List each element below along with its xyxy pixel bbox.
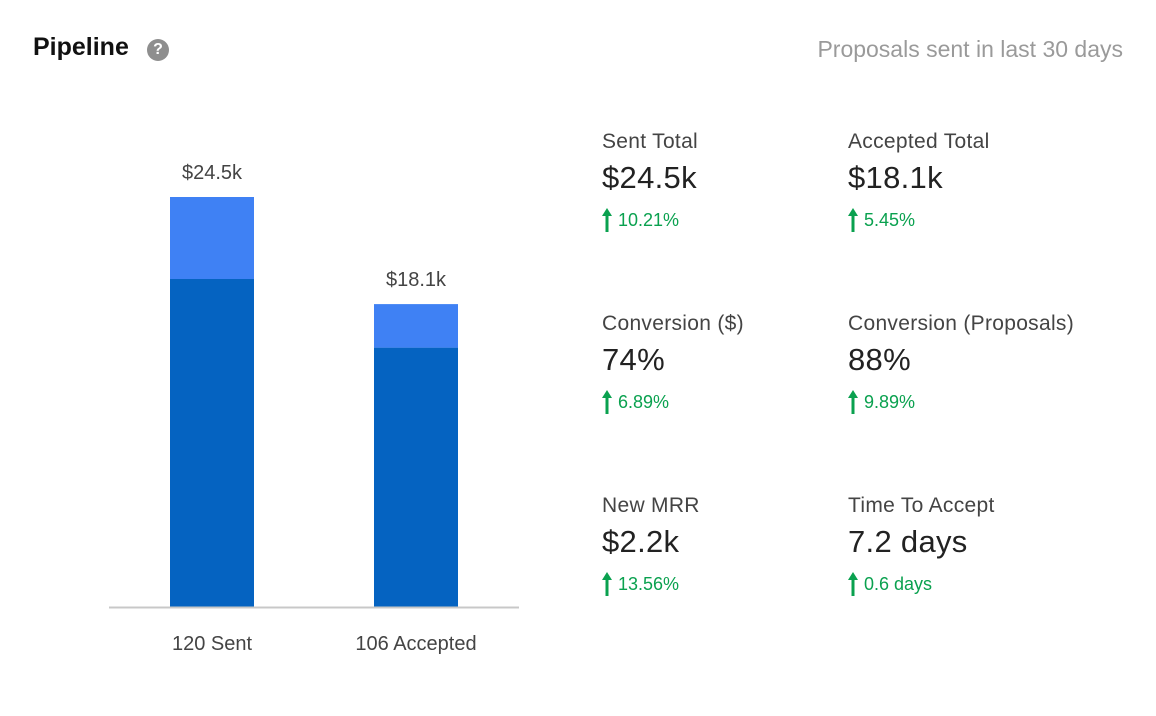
metric-card: Conversion (Proposals) 88% 9.89% (848, 312, 1074, 414)
bar-value-label: $18.1k (386, 269, 447, 291)
question-circle-icon[interactable]: ? (147, 39, 169, 61)
metric-card: Conversion ($) 74% 6.89% (602, 312, 744, 414)
metric-label: Time To Accept (848, 494, 995, 517)
metric-value: $2.2k (602, 524, 680, 559)
metric-label: New MRR (602, 494, 700, 517)
metric-delta-value: 0.6 days (864, 573, 933, 594)
date-range-caption: Proposals sent in last 30 days (817, 36, 1123, 62)
metric-delta-value: 13.56% (618, 573, 680, 594)
metric-card: New MRR $2.2k 13.56% (602, 494, 700, 596)
metric-delta-value: 9.89% (864, 391, 916, 412)
metric-value: 74% (602, 342, 665, 377)
metric-label: Conversion (Proposals) (848, 312, 1075, 335)
arrow-up-icon (848, 390, 858, 414)
page-title: Pipeline (33, 33, 129, 61)
metric-card: Sent Total $24.5k 10.21% (602, 130, 698, 232)
metric-label: Accepted Total (848, 130, 990, 153)
arrow-up-icon (602, 572, 612, 596)
metric-label: Sent Total (602, 130, 699, 153)
metric-delta: 10.21% (602, 208, 698, 232)
bar-segment-lower[interactable] (374, 347, 458, 607)
metric-value: 7.2 days (848, 524, 968, 559)
metric-card: Time To Accept 7.2 days 0.6 days (848, 494, 995, 596)
metric-delta-value: 10.21% (618, 209, 680, 230)
metric-label: Conversion ($) (602, 312, 744, 335)
bar-segment-upper[interactable] (374, 304, 458, 348)
arrow-up-icon (602, 390, 612, 414)
bar-segment-upper[interactable] (170, 197, 254, 279)
arrow-up-icon (848, 572, 858, 596)
arrow-up-icon (602, 208, 612, 232)
metric-delta: 13.56% (602, 572, 700, 596)
metric-value: $18.1k (848, 160, 943, 195)
pipeline-bar-chart: $24.5k 120 Sent $18.1k 106 Accepted (109, 162, 519, 655)
category-label: 106 Accepted (355, 633, 476, 655)
metric-value: $24.5k (602, 160, 697, 195)
metric-delta-value: 6.89% (618, 391, 670, 412)
metric-card: Accepted Total $18.1k 5.45% (848, 130, 990, 232)
metric-delta: 6.89% (602, 390, 744, 414)
bar-segment-lower[interactable] (170, 279, 254, 607)
metric-delta: 0.6 days (848, 572, 995, 596)
category-label: 120 Sent (172, 633, 253, 655)
metric-delta-value: 5.45% (864, 209, 916, 230)
metric-value: 88% (848, 342, 911, 377)
metric-delta: 9.89% (848, 390, 1074, 414)
bar-value-label: $24.5k (182, 162, 243, 184)
metric-delta: 5.45% (848, 208, 990, 232)
arrow-up-icon (848, 208, 858, 232)
